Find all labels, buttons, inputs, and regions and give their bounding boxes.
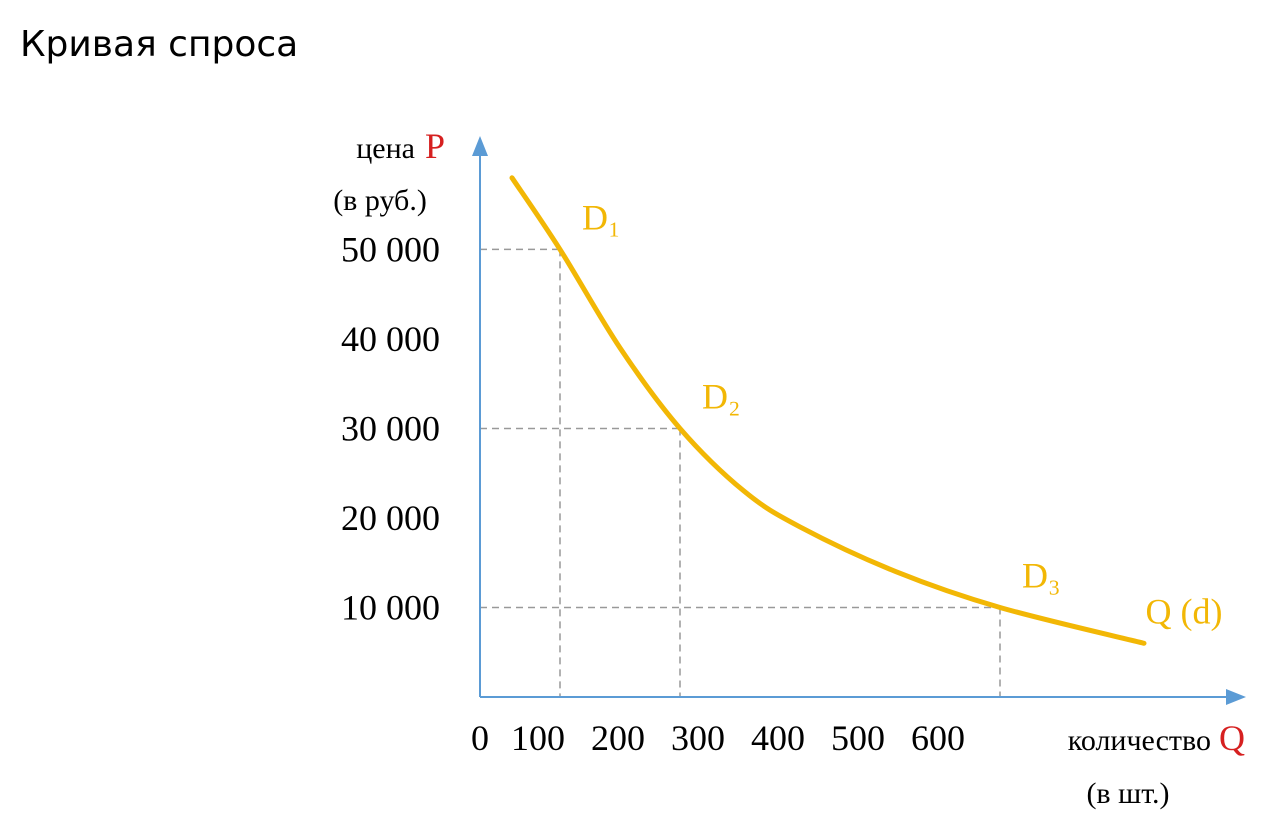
y-axis-arrow bbox=[472, 136, 488, 156]
chart-title: Кривая спроса bbox=[20, 24, 298, 65]
x-tick-label: 100 bbox=[511, 718, 565, 758]
x-tick-label: 200 bbox=[591, 718, 645, 758]
x-tick-label: 300 bbox=[671, 718, 725, 758]
point-label: D₁ bbox=[582, 197, 621, 237]
y-axis-label: цена P bbox=[356, 126, 445, 166]
demand-curve bbox=[509, 175, 1147, 646]
x-axis-symbol: Q bbox=[1219, 718, 1245, 758]
point-label: D₂ bbox=[702, 376, 741, 416]
y-axis-label-text: цена bbox=[356, 132, 415, 165]
x-tick-label: 0 bbox=[471, 718, 489, 758]
y-axis-unit: (в руб.) bbox=[333, 184, 427, 217]
x-tick-label: 600 bbox=[911, 718, 965, 758]
y-tick-label: 50 000 bbox=[341, 229, 440, 269]
x-axis-label-text: количество bbox=[1068, 724, 1211, 757]
y-tick-label: 30 000 bbox=[341, 408, 440, 448]
x-axis-unit: (в шт.) bbox=[1086, 777, 1169, 810]
y-tick-label: 10 000 bbox=[341, 587, 440, 627]
series-label: Q (d) bbox=[1146, 591, 1223, 631]
x-tick-label: 400 bbox=[751, 718, 805, 758]
x-tick-label: 500 bbox=[831, 718, 885, 758]
y-axis-symbol: P bbox=[425, 126, 445, 166]
x-axis-label: количество Q bbox=[1068, 718, 1245, 758]
y-tick-label: 40 000 bbox=[341, 319, 440, 359]
point-label: D₃ bbox=[1022, 555, 1061, 595]
x-axis-arrow bbox=[1226, 689, 1246, 705]
y-tick-label: 20 000 bbox=[341, 498, 440, 538]
